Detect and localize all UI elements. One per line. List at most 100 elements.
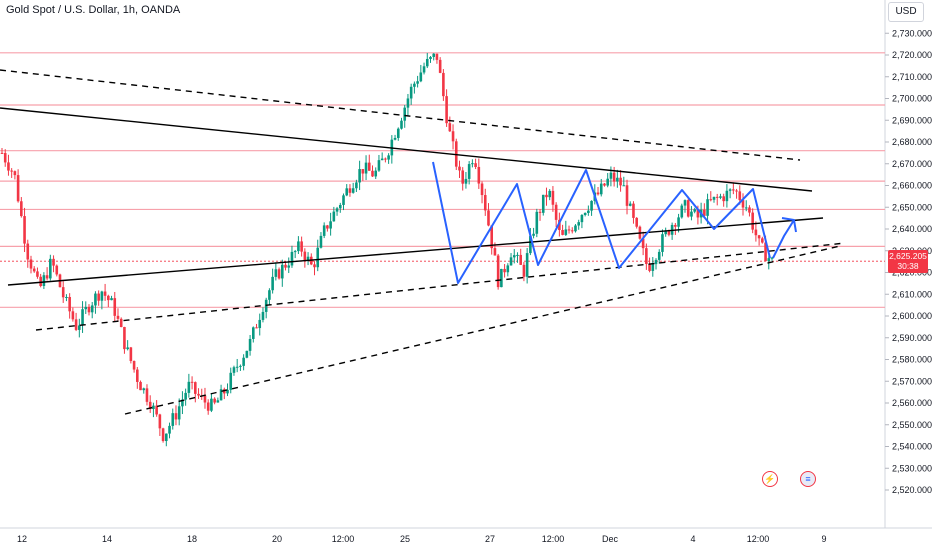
candle-body <box>744 207 748 209</box>
candle-body <box>464 178 468 184</box>
x-tick-label: 4 <box>690 534 695 544</box>
candle-body <box>342 195 345 205</box>
candle-body <box>709 199 713 201</box>
candle-body <box>68 296 71 312</box>
candle-body <box>332 211 336 222</box>
candle-body <box>242 357 245 366</box>
candle-body <box>322 225 326 236</box>
candle-body <box>619 177 622 186</box>
candle-body <box>396 128 400 138</box>
candle-body <box>148 401 152 410</box>
candle-body <box>303 251 307 261</box>
candle-body <box>512 255 516 258</box>
candle-body <box>706 199 709 216</box>
candle-body <box>10 170 13 172</box>
currency-button[interactable]: USD <box>888 2 924 22</box>
candle-body <box>474 163 477 167</box>
candle-body <box>171 413 175 426</box>
candle-body <box>622 185 626 187</box>
candle-body <box>664 230 667 235</box>
x-tick-label: Dec <box>602 534 619 544</box>
candle-body <box>319 235 323 248</box>
candle-body <box>206 402 210 411</box>
x-tick-label: 12 <box>17 534 27 544</box>
candle-body <box>403 107 407 121</box>
candle-body <box>284 264 287 268</box>
candle-body <box>313 264 316 268</box>
candle-body <box>438 59 442 73</box>
candles <box>0 52 774 447</box>
candle-body <box>142 388 146 391</box>
candle-body <box>184 392 187 400</box>
candle-body <box>71 311 75 320</box>
y-tick-label: 2,720.000 <box>892 50 932 60</box>
candle-body <box>61 287 65 298</box>
candle-body <box>503 268 506 273</box>
candle-body <box>16 175 20 202</box>
candle-body <box>287 265 291 268</box>
y-tick-label: 2,670.000 <box>892 159 932 169</box>
candle-body <box>216 400 220 403</box>
candle-body <box>255 327 258 329</box>
zigzag-pattern <box>432 161 797 284</box>
candle-body <box>416 81 419 84</box>
candle-body <box>500 268 503 288</box>
candle-body <box>541 194 545 213</box>
bar-countdown: 30:38 <box>897 261 919 272</box>
candle-body <box>29 259 33 269</box>
candle-body <box>535 211 539 234</box>
candle-body <box>335 208 339 212</box>
candle-body <box>110 298 113 301</box>
candle-body <box>239 365 242 367</box>
candle-body <box>451 131 455 142</box>
candle-body <box>612 172 616 182</box>
candle-body <box>155 405 158 415</box>
candle-body <box>683 200 687 206</box>
candle-body <box>719 196 722 198</box>
lightning-event-icon[interactable]: ⚡ <box>762 471 778 487</box>
candle-body <box>152 405 155 410</box>
candle-body <box>686 200 690 217</box>
candle-body <box>248 338 252 351</box>
candle-body <box>725 190 729 202</box>
candle-body <box>677 217 680 227</box>
candle-body <box>100 291 104 301</box>
candle-body <box>293 251 297 253</box>
candle-body <box>232 367 236 373</box>
candle-body <box>748 207 751 213</box>
candle-body <box>599 183 603 195</box>
candle-body <box>413 83 416 87</box>
y-tick-label: 2,550.000 <box>892 420 932 430</box>
candle-body <box>712 196 716 200</box>
us-flag-event-icon[interactable]: ≡ <box>800 471 816 487</box>
candle-body <box>696 209 700 218</box>
candle-body <box>194 382 197 394</box>
candle-body <box>661 234 664 252</box>
candle-body <box>181 399 184 407</box>
candle-body <box>87 306 91 313</box>
candle-body <box>316 247 320 268</box>
candle-body <box>36 271 39 277</box>
candle-body <box>493 248 497 256</box>
candle-body <box>625 185 629 206</box>
candle-body <box>387 155 390 160</box>
candle-body <box>567 229 571 231</box>
candle-body <box>751 212 754 230</box>
candle-body <box>306 256 310 261</box>
x-tick-label: 18 <box>187 534 197 544</box>
candle-body <box>674 224 677 227</box>
candle-body <box>693 209 696 212</box>
candle-body <box>703 209 706 216</box>
upper-trendline <box>0 107 813 192</box>
candle-body <box>628 203 632 206</box>
x-tick-label: 9 <box>821 534 826 544</box>
candle-body <box>545 194 548 198</box>
candle-body <box>84 306 88 310</box>
y-tick-label: 2,610.000 <box>892 289 932 299</box>
candle-body <box>442 72 445 97</box>
candle-body <box>26 243 30 260</box>
candle-body <box>55 265 59 275</box>
y-tick-label: 2,590.000 <box>892 333 932 343</box>
candle-body <box>551 190 555 205</box>
